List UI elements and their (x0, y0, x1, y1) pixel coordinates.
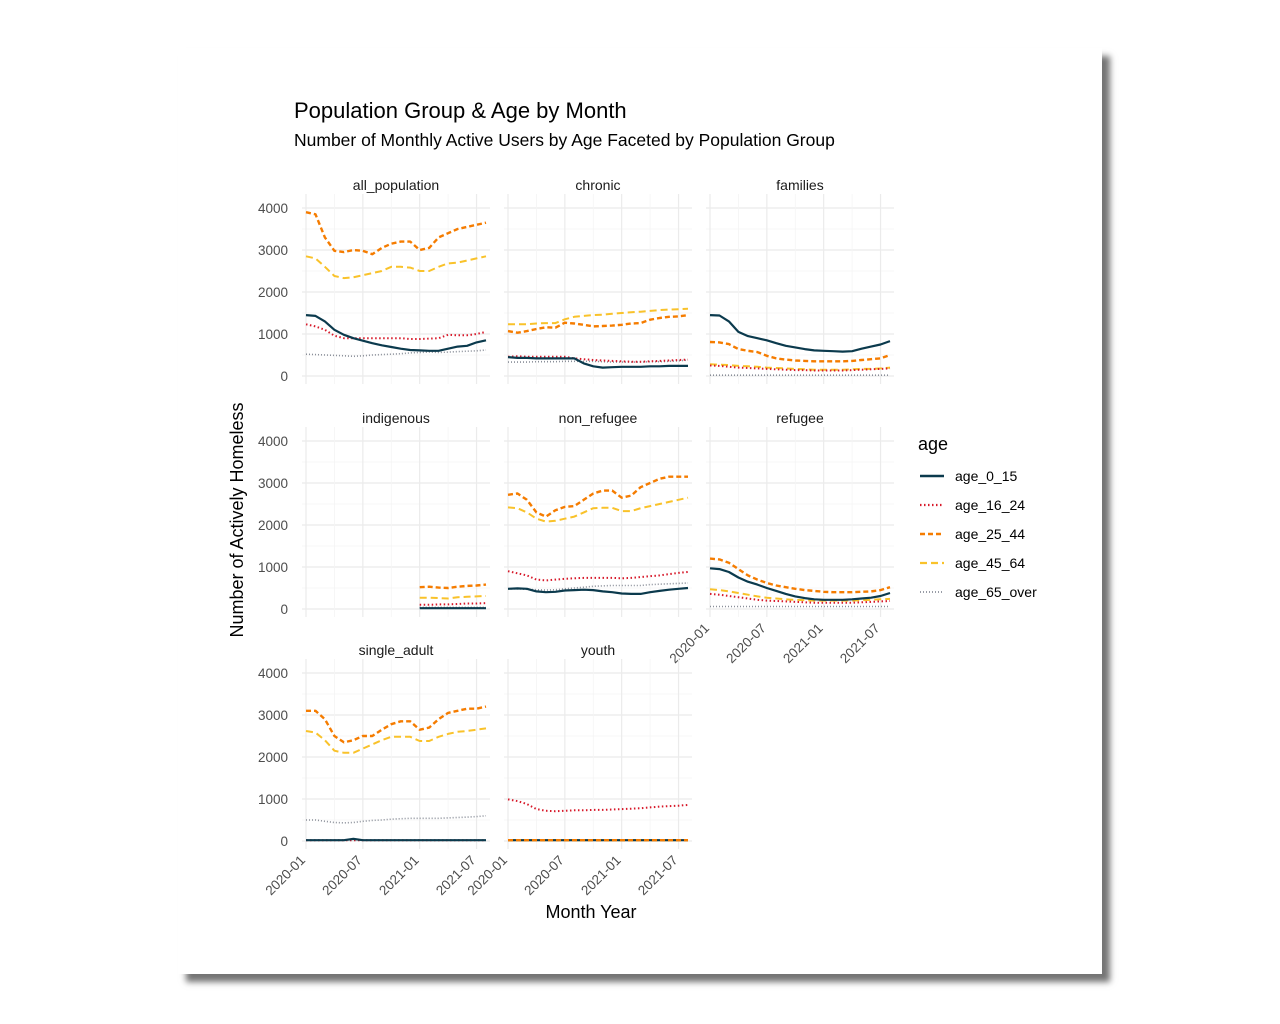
series-line-age_45_64 (305, 727, 487, 754)
series-line-age_0_15 (507, 586, 689, 595)
legend-item-age_0_15: age_0_15 (920, 468, 1018, 484)
facet-strip-label: chronic (575, 177, 620, 193)
legend-items: age_0_15 age_16_24 age_25_44 age_45_64 age_6… (920, 468, 1037, 600)
series-line-age_65_over (508, 359, 689, 363)
x-tick-label: 2020-07 (521, 853, 567, 899)
series-line-age_45_64 (709, 588, 891, 602)
facet-strip-label: indigenous (362, 410, 430, 426)
x-tick-label: 2020-07 (319, 853, 365, 899)
x-axis-title: Month Year (545, 902, 636, 922)
series-line-age_65_over (508, 582, 689, 591)
x-tick-label: 2021-01 (376, 853, 422, 899)
facet-non_refugee: non_refugee (504, 410, 692, 617)
facet-indigenous: indigenous 0 1000 2000 3000 4000 (258, 410, 490, 617)
gridlines (706, 427, 894, 617)
series-line-age_16_24 (419, 602, 487, 606)
chart-title: Population Group & Age by Month (294, 98, 627, 123)
x-tick-label: 2021-07 (837, 621, 883, 667)
y-tick-label: 3000 (258, 243, 288, 258)
chart-subtitle: Number of Monthly Active Users by Age Fa… (294, 130, 835, 150)
gridlines (302, 194, 490, 384)
series-line-age_25_44 (507, 475, 688, 518)
series-line-age_25_44 (709, 340, 891, 363)
facet-strip-label: families (776, 177, 823, 193)
facet-strip-label: non_refugee (559, 410, 638, 426)
legend-item-age_45_64: age_45_64 (920, 555, 1025, 571)
x-tick-label: 2020-01 (262, 853, 308, 899)
y-tick-label: 3000 (258, 476, 288, 491)
y-tick-label: 2000 (258, 518, 288, 533)
facet-single_adult: single_adult 0 1000 2000 3000 4000 2020-01 2020… (258, 642, 490, 898)
y-tick-label: 4000 (258, 666, 288, 681)
facet-families: families (706, 177, 894, 384)
series-line-age_0_15 (305, 314, 487, 352)
y-tick-label: 2000 (258, 285, 288, 300)
series-line-age_16_24 (507, 798, 689, 813)
gridlines (302, 659, 490, 849)
series-line-age_25_44 (419, 583, 487, 590)
x-tick-label: 2021-07 (635, 853, 681, 899)
y-tick-label: 2000 (258, 750, 288, 765)
legend-label: age_0_15 (955, 468, 1018, 484)
legend-label: age_45_64 (955, 555, 1025, 571)
facets: all_population 0 1000 2000 3000 4000 chronic fa… (258, 177, 894, 898)
series-line-age_45_64 (305, 255, 487, 280)
chart-card: Population Group & Age by Month Number o… (178, 48, 1102, 974)
legend-item-age_65_over: age_65_over (920, 584, 1037, 600)
legend: age age_0_15age_16_24age_25_44age_45_64a… (918, 434, 1037, 600)
gridlines (504, 194, 692, 384)
legend-label: age_16_24 (955, 497, 1025, 513)
y-tick-label: 0 (280, 369, 288, 384)
x-tick-label: 2021-01 (578, 853, 624, 899)
series-line-age_45_64 (507, 496, 689, 523)
y-tick-label: 0 (280, 834, 288, 849)
series-line-age_45_64 (508, 307, 689, 326)
legend-title: age (918, 434, 948, 454)
legend-item-age_16_24: age_16_24 (920, 497, 1025, 513)
series-line-age_16_24 (305, 323, 487, 340)
x-tick-label: 2020-07 (723, 621, 769, 667)
gridlines (504, 427, 692, 617)
series-line-age_45_64 (709, 363, 891, 371)
y-tick-label: 3000 (258, 708, 288, 723)
y-tick-label: 4000 (258, 434, 288, 449)
series-line-age_16_24 (507, 570, 689, 582)
series-line-age_0_15 (507, 356, 688, 369)
x-tick-label: 2021-01 (780, 621, 826, 667)
gridlines (504, 659, 692, 849)
legend-label: age_25_44 (955, 526, 1025, 542)
x-tick-label: 2020-01 (666, 621, 712, 667)
y-axis-title: Number of Actively Homeless (227, 402, 247, 637)
series-line-age_65_over (306, 815, 487, 824)
faceted-line-chart: Population Group & Age by Month Number o… (227, 98, 1037, 922)
series-line-age_0_15 (306, 837, 486, 842)
y-tick-label: 1000 (258, 327, 288, 342)
facet-strip-label: single_adult (359, 642, 434, 658)
series-line-age_25_44 (306, 705, 487, 744)
facet-all_population: all_population 0 1000 2000 3000 4000 (258, 177, 490, 384)
facet-strip-label: youth (581, 642, 615, 658)
series-line-age_25_44 (507, 313, 689, 334)
y-tick-label: 0 (280, 602, 288, 617)
facet-refugee: refugee 2020-01 2020-07 2021-01 2021-07 (666, 410, 894, 666)
legend-item-age_25_44: age_25_44 (920, 526, 1025, 542)
facet-strip-label: all_population (353, 177, 439, 193)
series-line-age_25_44 (305, 211, 487, 256)
gridlines (302, 427, 490, 617)
facet-strip-label: refugee (776, 410, 824, 426)
legend-label: age_65_over (955, 584, 1037, 600)
y-tick-label: 4000 (258, 201, 288, 216)
gridlines (706, 194, 894, 384)
series-line-age_25_44 (709, 557, 891, 594)
series-line-age_0_15 (709, 567, 891, 601)
series-line-age_0_15 (709, 314, 891, 353)
series-line-age_45_64 (419, 595, 487, 600)
facet-chronic: chronic (504, 177, 692, 384)
y-tick-label: 1000 (258, 560, 288, 575)
y-tick-label: 1000 (258, 792, 288, 807)
series-line-age_65_over (305, 349, 487, 358)
